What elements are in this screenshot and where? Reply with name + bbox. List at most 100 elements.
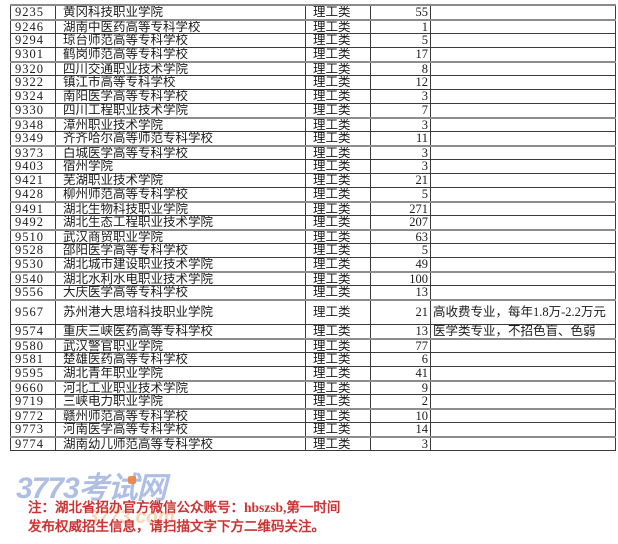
table-row: 9320 四川交通职业技术学院 理工类 8: [10, 61, 616, 76]
cell-school-code: 9301: [10, 47, 56, 63]
cell-category: 理工类: [305, 103, 371, 119]
admission-plan-table: 9235 黄冈科技职业学院 理工类 55 9246 湖南中医药高等专科学校 理工…: [10, 4, 616, 451]
cell-school-code: 9491: [10, 201, 56, 216]
cell-plan-count: 49: [370, 257, 431, 273]
cell-school-name: 四川工程职业技术学院: [55, 103, 306, 119]
cell-remark: [430, 271, 616, 286]
cell-plan-count: 13: [370, 324, 431, 340]
cell-plan-count: 41: [370, 366, 431, 382]
cell-category: 理工类: [305, 215, 371, 231]
cell-school-code: 9322: [10, 75, 56, 90]
cell-plan-count: 3: [370, 159, 431, 174]
table-row: 9660 河北工业职业技术学院 理工类 9: [10, 380, 616, 395]
cell-school-code: 9330: [10, 103, 56, 119]
cell-remark: [430, 173, 616, 188]
cell-remark: [430, 89, 616, 104]
cell-plan-count: 6: [370, 352, 431, 367]
cell-category: 理工类: [305, 299, 371, 325]
table-row: 9574 重庆三峡医药高等专科学校 理工类 13 医学类专业，不招色盲、色弱: [10, 324, 616, 340]
cell-plan-count: 55: [370, 4, 431, 21]
cell-school-name: 湖北生物科技职业学院: [55, 201, 306, 216]
cell-school-name: 苏州港大思培科技职业学院: [55, 299, 306, 325]
cell-remark: [430, 201, 616, 216]
cell-school-code: 9719: [10, 394, 56, 410]
cell-plan-count: 3: [370, 436, 431, 451]
cell-school-name: 镇江市高等专科学校: [55, 75, 306, 90]
table-row: 9348 漳州职业技术学院 理工类 3: [10, 117, 616, 132]
cell-remark: [430, 4, 616, 21]
cell-school-name: 湖南中医药高等专科学校: [55, 19, 306, 34]
cell-remark: [430, 75, 616, 90]
table-row: 9580 武汉警官职业学院 理工类 77: [10, 338, 616, 353]
cell-school-name: 齐齐哈尔高等师范专科学校: [55, 131, 306, 147]
table-row: 9595 湖北青年职业学院 理工类 41: [10, 366, 616, 382]
cell-school-name: 重庆三峡医药高等专科学校: [55, 324, 306, 340]
table-row: 9556 大庆医学高等专科学校 理工类 13: [10, 285, 616, 301]
table-row: 9301 鹤岗师范高等专科学校 理工类 17: [10, 47, 616, 63]
cell-remark: [430, 352, 616, 367]
cell-category: 理工类: [305, 285, 371, 301]
cell-plan-count: 5: [370, 243, 431, 258]
table-row: 9322 镇江市高等专科学校 理工类 12: [10, 75, 616, 90]
cell-plan-count: 8: [370, 61, 431, 76]
cell-school-code: 9348: [10, 117, 56, 132]
cell-remark: [430, 47, 616, 63]
cell-remark: [430, 422, 616, 438]
cell-school-name: 柳州师范高等专科学校: [55, 187, 306, 203]
cell-category: 理工类: [305, 75, 371, 90]
cell-remark: 高收费专业，每年1.8万-2.2万元: [430, 299, 616, 325]
cell-plan-count: 21: [370, 299, 431, 325]
table-row: 9530 湖北城市建设职业技术学院 理工类 49: [10, 257, 616, 273]
cell-plan-count: 3: [370, 145, 431, 160]
cell-remark: [430, 338, 616, 353]
table-row: 9421 芜湖职业技术学院 理工类 21: [10, 173, 616, 188]
cell-plan-count: 13: [370, 285, 431, 301]
footer-note: 注：湖北省招办官方微信公众账号：hbszsb,第一时间 发布权威招生信息，请扫描…: [28, 498, 340, 536]
table-row: 9528 邵阳医学高等专科学校 理工类 5: [10, 243, 616, 258]
table-row: 9510 武汉商贸职业学院 理工类 63: [10, 229, 616, 244]
table-row: 9246 湖南中医药高等专科学校 理工类 1: [10, 19, 616, 34]
cell-category: 理工类: [305, 187, 371, 203]
cell-school-code: 9324: [10, 89, 56, 104]
cell-school-code: 9540: [10, 271, 56, 286]
table-row: 9403 宿州学院 理工类 3: [10, 159, 616, 174]
cell-category: 理工类: [305, 257, 371, 273]
cell-plan-count: 63: [370, 229, 431, 244]
cell-plan-count: 9: [370, 380, 431, 395]
cell-school-code: 9774: [10, 436, 56, 451]
cell-remark: [430, 159, 616, 174]
cell-school-code: 9403: [10, 159, 56, 174]
table-row: 9324 南阳医学高等专科学校 理工类 3: [10, 89, 616, 104]
cell-category: 理工类: [305, 33, 371, 48]
table-row: 9540 湖北水利水电职业技术学院 理工类 100: [10, 271, 616, 286]
cell-school-code: 9660: [10, 380, 56, 395]
table-row: 9492 湖北生态工程职业技术学院 理工类 207: [10, 215, 616, 231]
cell-school-name: 大庆医学高等专科学校: [55, 285, 306, 301]
cell-school-code: 9530: [10, 257, 56, 273]
table-row: 9373 白城医学高等专科学校 理工类 3: [10, 145, 616, 160]
cell-plan-count: 12: [370, 75, 431, 90]
cell-category: 理工类: [305, 19, 371, 34]
cell-plan-count: 5: [370, 33, 431, 48]
table-body: 9235 黄冈科技职业学院 理工类 55 9246 湖南中医药高等专科学校 理工…: [10, 4, 616, 451]
watermark-subtext: 3773.com: [88, 507, 175, 528]
cell-remark: [430, 19, 616, 34]
cell-school-code: 9581: [10, 352, 56, 367]
cell-school-name: 鹤岗师范高等专科学校: [55, 47, 306, 63]
cell-plan-count: 7: [370, 103, 431, 119]
cell-school-name: 湖北生态工程职业技术学院: [55, 215, 306, 231]
cell-school-name: 湖北青年职业学院: [55, 366, 306, 382]
cell-school-code: 9528: [10, 243, 56, 258]
cell-school-code: 9235: [10, 4, 56, 21]
cell-school-name: 湖北水利水电职业技术学院: [55, 271, 306, 286]
cell-school-code: 9772: [10, 408, 56, 423]
cell-plan-count: 100: [370, 271, 431, 286]
cell-school-code: 9574: [10, 324, 56, 340]
cell-school-name: 琼台师范高等专科学校: [55, 33, 306, 48]
cell-category: 理工类: [305, 173, 371, 188]
cell-plan-count: 2: [370, 394, 431, 410]
cell-school-name: 芜湖职业技术学院: [55, 173, 306, 188]
cell-school-name: 楚雄医药高等专科学校: [55, 352, 306, 367]
cell-school-code: 9428: [10, 187, 56, 203]
cell-school-code: 9320: [10, 61, 56, 76]
